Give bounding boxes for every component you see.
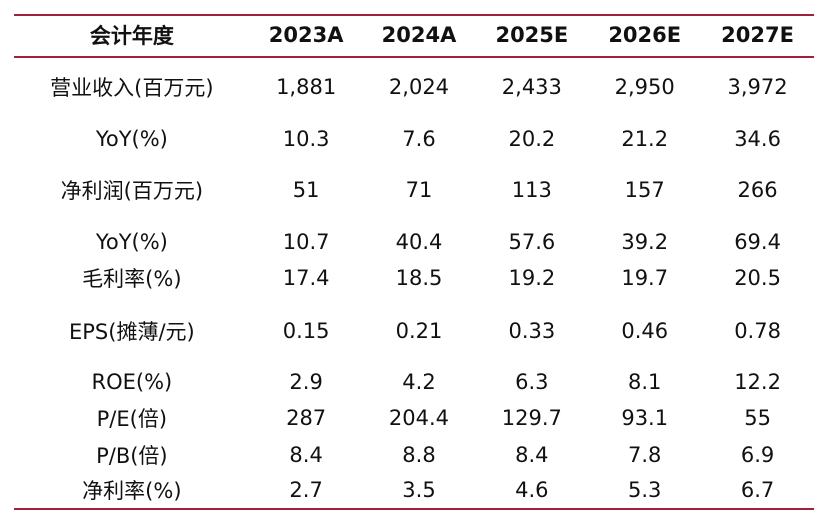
table-cell: 157 — [624, 178, 665, 202]
table-cell: 4.6 — [515, 478, 549, 502]
table-cell: 55 — [744, 406, 771, 430]
table-cell: 19.2 — [508, 266, 556, 290]
table-cell: 5.3 — [628, 478, 662, 502]
header-cell-2026e: 2026E — [608, 23, 682, 47]
table-cell: 0.15 — [282, 319, 330, 343]
table-cell: 113 — [511, 178, 552, 202]
table-cell: 2,024 — [388, 75, 450, 99]
table-cell: 10.7 — [282, 230, 330, 254]
header-cell-2025e: 2025E — [495, 23, 569, 47]
table-bottom-rule — [14, 508, 814, 510]
table-cell: 3,972 — [727, 75, 788, 99]
header-cell-2024a: 2024A — [381, 23, 457, 47]
table-cell: 7.6 — [402, 127, 436, 151]
table-cell: 8.4 — [289, 443, 323, 467]
table-row-pe: P/E(倍) 287 204.4 129.7 93.1 55 — [14, 403, 814, 433]
table-cell: 17.4 — [282, 266, 330, 290]
table-cell: 34.6 — [734, 127, 781, 151]
table-cell: 20.5 — [734, 266, 781, 290]
table-cell: 0.21 — [395, 319, 443, 343]
table-row-net-profit: 净利润(百万元) 51 71 113 157 266 — [14, 175, 814, 205]
table-cell: 8.1 — [628, 370, 662, 394]
table-cell: 21.2 — [621, 127, 669, 151]
table-cell: 1,881 — [276, 75, 337, 99]
table-cell: 2.9 — [289, 370, 323, 394]
table-cell: 18.5 — [395, 266, 443, 290]
table-row-gross-margin: 毛利率(%) 17.4 18.5 19.2 19.7 20.5 — [14, 263, 814, 293]
table-cell: 20.2 — [508, 127, 556, 151]
row-label: 毛利率(%) — [82, 267, 182, 291]
row-label: 营业收入(百万元) — [50, 76, 214, 100]
table-row-roe: ROE(%) 2.9 4.2 6.3 8.1 12.2 — [14, 370, 814, 394]
table-row-revenue: 营业收入(百万元) 1,881 2,024 2,433 2,950 3,972 — [14, 72, 814, 102]
row-label: P/B(倍) — [96, 444, 168, 468]
table-cell: 57.6 — [508, 230, 556, 254]
table-row-revenue-yoy: YoY(%) 10.3 7.6 20.2 21.2 34.6 — [14, 127, 814, 151]
table-cell: 71 — [405, 178, 433, 202]
row-label: ROE(%) — [91, 370, 173, 394]
table-row-eps: EPS(摊薄/元) 0.15 0.21 0.33 0.46 0.78 — [14, 316, 814, 346]
table-cell: 12.2 — [734, 370, 781, 394]
table-cell: 0.46 — [621, 319, 669, 343]
table-cell: 266 — [737, 178, 778, 202]
table-cell: 19.7 — [621, 266, 669, 290]
row-label: EPS(摊薄/元) — [68, 320, 195, 344]
table-cell: 93.1 — [621, 406, 669, 430]
table-cell: 8.8 — [402, 443, 436, 467]
table-cell: 6.9 — [740, 443, 775, 467]
table-cell: 39.2 — [621, 230, 669, 254]
header-cell-2027e: 2027E — [721, 23, 794, 47]
table-cell: 2,950 — [614, 75, 675, 99]
header-cell-year-label: 会计年度 — [89, 24, 174, 48]
table-cell: 6.7 — [740, 478, 775, 502]
table-cell: 8.4 — [515, 443, 549, 467]
row-label: P/E(倍) — [96, 407, 168, 431]
table-cell: 51 — [292, 178, 320, 202]
table-header-row: 会计年度 2023A 2024A 2025E 2026E 2027E — [14, 20, 814, 50]
table-cell: 6.3 — [515, 370, 549, 394]
table-cell: 0.33 — [508, 319, 556, 343]
table-row-net-profit-yoy: YoY(%) 10.7 40.4 57.6 39.2 69.4 — [14, 230, 814, 254]
table-cell: 204.4 — [388, 406, 450, 430]
table-cell: 2,433 — [501, 75, 562, 99]
header-cell-2023a: 2023A — [268, 23, 344, 47]
table-cell: 287 — [286, 406, 327, 430]
table-header-rule — [14, 56, 814, 58]
row-label: YoY(%) — [95, 230, 168, 254]
row-label: 净利率(%) — [82, 479, 182, 503]
table-cell: 2.7 — [289, 478, 323, 502]
table-cell: 10.3 — [282, 127, 330, 151]
row-label: YoY(%) — [95, 127, 168, 151]
table-cell: 69.4 — [734, 230, 781, 254]
table-cell: 4.2 — [402, 370, 436, 394]
table-top-rule — [14, 14, 814, 16]
table-cell: 7.8 — [628, 443, 662, 467]
row-label: 净利润(百万元) — [60, 179, 204, 203]
table-row-pb: P/B(倍) 8.4 8.8 8.4 7.8 6.9 — [14, 440, 814, 470]
table-cell: 40.4 — [395, 230, 443, 254]
table-row-net-margin: 净利率(%) 2.7 3.5 4.6 5.3 6.7 — [14, 475, 814, 505]
table-cell: 3.5 — [402, 478, 436, 502]
table-cell: 0.78 — [734, 319, 781, 343]
table-cell: 129.7 — [501, 406, 562, 430]
